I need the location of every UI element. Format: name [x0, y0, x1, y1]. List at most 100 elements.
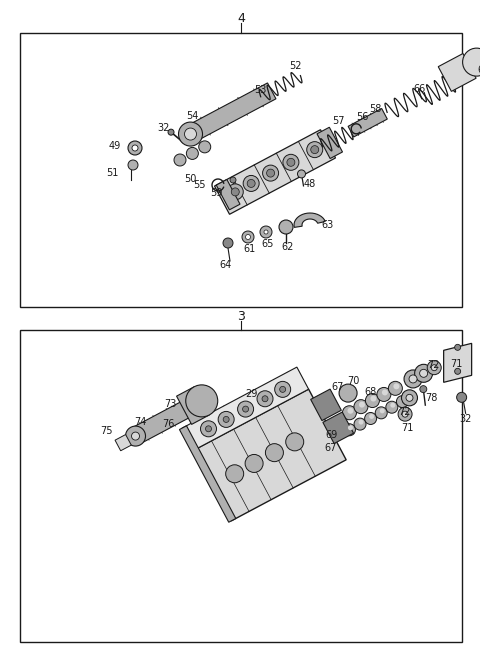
Circle shape [431, 365, 437, 371]
Polygon shape [129, 399, 195, 445]
Circle shape [375, 407, 387, 419]
Circle shape [199, 141, 211, 153]
Text: 3: 3 [237, 310, 245, 324]
Circle shape [339, 384, 357, 402]
Polygon shape [317, 127, 343, 159]
Circle shape [168, 129, 174, 135]
Circle shape [205, 426, 212, 432]
Circle shape [263, 165, 278, 181]
Circle shape [280, 386, 286, 392]
Text: 70: 70 [347, 376, 359, 386]
Text: 60: 60 [477, 66, 480, 75]
Circle shape [287, 159, 295, 166]
Text: 55: 55 [193, 180, 206, 190]
Polygon shape [188, 83, 276, 141]
Circle shape [348, 408, 353, 414]
Circle shape [382, 390, 388, 396]
Circle shape [359, 420, 363, 424]
Text: 56: 56 [356, 112, 369, 122]
Polygon shape [216, 179, 240, 210]
Circle shape [463, 48, 480, 76]
Polygon shape [194, 389, 346, 521]
Circle shape [179, 122, 203, 146]
Circle shape [344, 424, 356, 436]
Text: 52: 52 [289, 61, 302, 71]
Text: 78: 78 [425, 393, 437, 403]
Text: 48: 48 [303, 179, 316, 189]
Circle shape [365, 394, 379, 407]
Circle shape [226, 465, 244, 483]
Circle shape [132, 145, 138, 151]
Polygon shape [311, 389, 341, 421]
Circle shape [354, 400, 368, 414]
Polygon shape [294, 213, 325, 227]
Circle shape [369, 414, 374, 419]
Circle shape [455, 345, 461, 350]
Circle shape [401, 390, 418, 406]
Circle shape [242, 406, 249, 412]
Text: 54: 54 [186, 111, 199, 121]
Circle shape [286, 433, 304, 451]
Circle shape [455, 368, 461, 374]
Circle shape [128, 160, 138, 170]
Circle shape [247, 179, 255, 187]
Circle shape [242, 231, 254, 243]
Text: 50: 50 [184, 174, 196, 184]
Polygon shape [115, 434, 131, 451]
Circle shape [283, 155, 299, 170]
Bar [20, 330, 462, 642]
Circle shape [371, 396, 376, 402]
Circle shape [238, 401, 253, 417]
Text: 66: 66 [414, 84, 426, 94]
Text: 29: 29 [245, 388, 257, 398]
Text: 61: 61 [244, 244, 256, 254]
Text: 32: 32 [157, 123, 169, 133]
Text: 71: 71 [450, 359, 463, 369]
Circle shape [427, 361, 441, 375]
Circle shape [348, 425, 353, 430]
Circle shape [266, 169, 275, 177]
Circle shape [230, 177, 236, 183]
Circle shape [125, 426, 145, 446]
Text: 63: 63 [322, 220, 334, 230]
Text: 49: 49 [109, 141, 121, 151]
Text: 53: 53 [254, 85, 266, 95]
Circle shape [359, 402, 365, 407]
Polygon shape [444, 343, 472, 383]
Circle shape [404, 370, 422, 388]
Circle shape [218, 411, 234, 428]
Circle shape [231, 188, 239, 196]
Text: 32: 32 [459, 415, 472, 424]
Circle shape [377, 388, 391, 402]
Circle shape [311, 145, 319, 154]
Text: 57: 57 [333, 116, 345, 126]
Text: 73: 73 [164, 399, 176, 409]
Polygon shape [180, 426, 236, 522]
Circle shape [409, 375, 417, 383]
Circle shape [390, 403, 396, 407]
Text: 75: 75 [100, 426, 113, 436]
Circle shape [401, 397, 406, 402]
Text: 72: 72 [427, 360, 439, 370]
Circle shape [298, 170, 305, 178]
Text: 62: 62 [282, 242, 294, 252]
Circle shape [354, 418, 366, 430]
Circle shape [260, 226, 272, 238]
Circle shape [262, 396, 268, 402]
Circle shape [128, 141, 142, 155]
Circle shape [201, 421, 216, 437]
Circle shape [406, 394, 413, 402]
Circle shape [402, 411, 408, 417]
Circle shape [186, 147, 198, 159]
Circle shape [386, 402, 398, 413]
Circle shape [186, 385, 218, 417]
Circle shape [257, 391, 273, 407]
Circle shape [275, 381, 291, 398]
Text: 58: 58 [370, 103, 382, 114]
Text: 76: 76 [162, 419, 174, 428]
Circle shape [396, 396, 408, 407]
Text: 67: 67 [332, 382, 344, 392]
Text: 69: 69 [325, 430, 337, 440]
Circle shape [365, 413, 377, 424]
Polygon shape [215, 130, 336, 214]
